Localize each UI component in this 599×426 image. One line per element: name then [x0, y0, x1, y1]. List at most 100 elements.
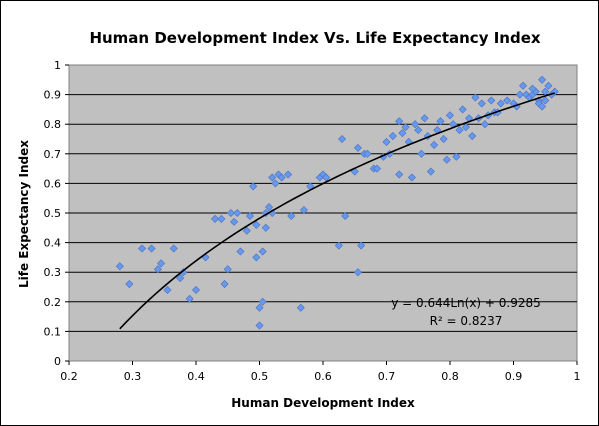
data-point — [363, 149, 372, 158]
data-point — [255, 321, 264, 330]
data-point — [258, 297, 267, 306]
data-point — [538, 75, 547, 84]
y-axis-ticks: 0 0.1 0.2 0.3 0.4 0.5 0.6 0.7 0.8 0.9 1 — [44, 59, 69, 368]
data-point — [242, 226, 251, 235]
data-point — [452, 152, 461, 161]
data-point — [395, 170, 404, 179]
data-point — [455, 126, 464, 135]
x-tick-label: 0.2 — [60, 370, 78, 383]
x-tick-label: 0.9 — [505, 370, 523, 383]
data-point — [233, 208, 242, 218]
data-point — [503, 96, 512, 105]
data-point — [249, 182, 258, 191]
data-point — [430, 140, 439, 149]
data-point — [420, 114, 429, 123]
y-tick-label: 0.3 — [44, 266, 62, 279]
x-axis-ticks: 0.2 0.3 0.4 0.5 0.6 0.7 0.8 0.9 1 — [60, 361, 581, 383]
data-point — [461, 123, 470, 132]
data-point — [261, 223, 270, 232]
data-point — [411, 120, 420, 129]
data-point — [468, 132, 477, 141]
y-tick-label: 0.8 — [44, 118, 62, 131]
x-tick-label: 0.8 — [441, 370, 459, 383]
data-point — [357, 241, 366, 250]
data-point — [538, 102, 547, 111]
data-point — [169, 244, 178, 253]
data-point — [271, 179, 280, 188]
chart-title: Human Development Index Vs. Life Expecta… — [89, 29, 540, 47]
y-axis-title: Life Expectancy Index — [17, 140, 31, 288]
data-point — [299, 206, 308, 215]
x-tick-label: 0.3 — [124, 370, 142, 383]
data-point — [157, 259, 166, 268]
data-point — [519, 81, 528, 90]
data-point — [179, 268, 188, 277]
data-point — [252, 253, 261, 262]
data-point — [550, 87, 559, 96]
data-point — [487, 96, 496, 105]
data-point — [382, 137, 391, 146]
y-tick-label: 0.5 — [44, 207, 62, 220]
y-tick-label: 0.1 — [44, 325, 62, 338]
data-point — [477, 99, 486, 108]
data-point — [138, 244, 147, 253]
data-point — [284, 170, 293, 179]
data-point — [277, 173, 286, 182]
data-point — [226, 208, 235, 218]
data-point — [353, 268, 362, 277]
x-tick-label: 1 — [574, 370, 581, 383]
data-point — [515, 90, 524, 99]
data-point — [541, 96, 550, 105]
data-point — [265, 203, 274, 212]
data-point — [407, 173, 416, 182]
data-point — [287, 211, 296, 220]
r-squared-label: R² = 0.8237 — [430, 314, 503, 328]
data-point — [442, 155, 451, 164]
data-point — [401, 123, 410, 132]
x-tick-label: 0.5 — [251, 370, 269, 383]
y-tick-label: 0.6 — [44, 177, 62, 190]
y-tick-label: 0.4 — [44, 237, 62, 250]
y-tick-label: 0.7 — [44, 148, 62, 161]
data-point — [471, 93, 480, 102]
data-point — [176, 274, 185, 283]
data-point — [230, 217, 239, 226]
data-point — [125, 280, 134, 289]
data-point — [372, 164, 381, 173]
data-point — [426, 167, 435, 176]
y-tick-label: 0.2 — [44, 296, 62, 309]
x-tick-label: 0.4 — [187, 370, 205, 383]
data-point — [191, 285, 201, 294]
data-point — [439, 134, 448, 144]
y-tick-label: 1 — [54, 59, 61, 72]
data-point — [236, 247, 245, 256]
data-point — [245, 211, 254, 220]
data-point — [528, 84, 537, 93]
data-point — [217, 214, 226, 223]
data-point — [338, 134, 347, 144]
data-point — [211, 214, 220, 223]
data-point — [496, 99, 505, 108]
data-point — [423, 132, 432, 141]
data-point — [153, 265, 162, 274]
trendline — [119, 92, 556, 330]
data-point — [268, 173, 277, 182]
x-tick-label: 0.6 — [314, 370, 332, 383]
trendline-equation: y = 0.644Ln(x) + 0.9285 — [391, 296, 541, 310]
x-axis-title: Human Development Index — [231, 396, 415, 410]
data-point — [147, 244, 156, 253]
data-point — [388, 132, 397, 141]
data-point — [255, 303, 264, 312]
data-point — [395, 117, 404, 126]
data-point — [480, 120, 489, 129]
data-point — [223, 265, 232, 274]
data-point — [115, 262, 124, 271]
data-point — [220, 280, 229, 289]
data-point — [398, 129, 407, 138]
data-point — [258, 247, 267, 256]
data-point — [436, 117, 445, 126]
data-point — [185, 294, 194, 303]
data-point — [341, 211, 350, 220]
